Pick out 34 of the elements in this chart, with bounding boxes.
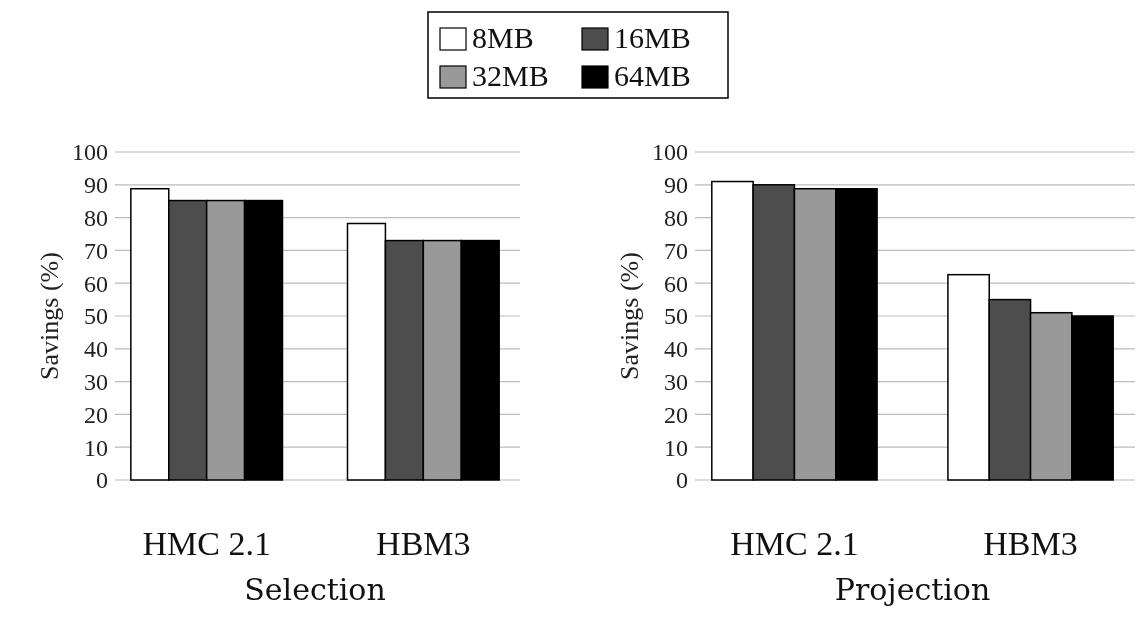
y-tick-label: 80 — [664, 205, 688, 231]
y-tick-label: 30 — [84, 369, 108, 395]
y-tick-label: 0 — [676, 467, 688, 494]
y-tick-label: 80 — [84, 205, 108, 231]
y-tick-label: 0 — [96, 467, 108, 494]
legend-label: 64MB — [614, 59, 691, 92]
y-tick-label: 50 — [664, 303, 688, 330]
text: Selection — [244, 572, 386, 607]
y-tick-label: 100 — [72, 139, 108, 166]
y-tick-label: 100 — [652, 139, 688, 166]
y-tick-label: 90 — [84, 172, 108, 199]
y-tick-label: 70 — [664, 237, 688, 264]
y-tick-label: 20 — [664, 401, 688, 428]
y-tick-label: 10 — [664, 434, 688, 461]
legend-label: 16MB — [614, 21, 691, 54]
y-tick-label: 60 — [664, 270, 688, 297]
y-tick-label: 30 — [664, 369, 688, 395]
y-axis-title: Savings (%) — [615, 252, 644, 380]
legend-label: 32MB — [472, 59, 549, 92]
y-tick-label: 60 — [84, 270, 108, 297]
y-tick-label: 20 — [84, 401, 108, 428]
y-tick-label: 90 — [664, 172, 688, 199]
y-tick-label: 40 — [664, 336, 688, 363]
x-tick-label: HBM3 — [983, 525, 1078, 562]
y-tick-label: 70 — [84, 237, 108, 264]
y-tick-label: 50 — [84, 303, 108, 330]
x-tick-label: HMC 2.1 — [142, 525, 271, 562]
text: Projection — [834, 572, 991, 607]
y-tick-label: 10 — [84, 434, 108, 461]
legend-label: 8MB — [472, 21, 534, 54]
y-axis-title: Savings (%) — [35, 252, 64, 380]
x-tick-label: HMC 2.1 — [730, 525, 859, 562]
x-tick-label: HBM3 — [376, 525, 471, 562]
y-tick-label: 40 — [84, 336, 108, 363]
